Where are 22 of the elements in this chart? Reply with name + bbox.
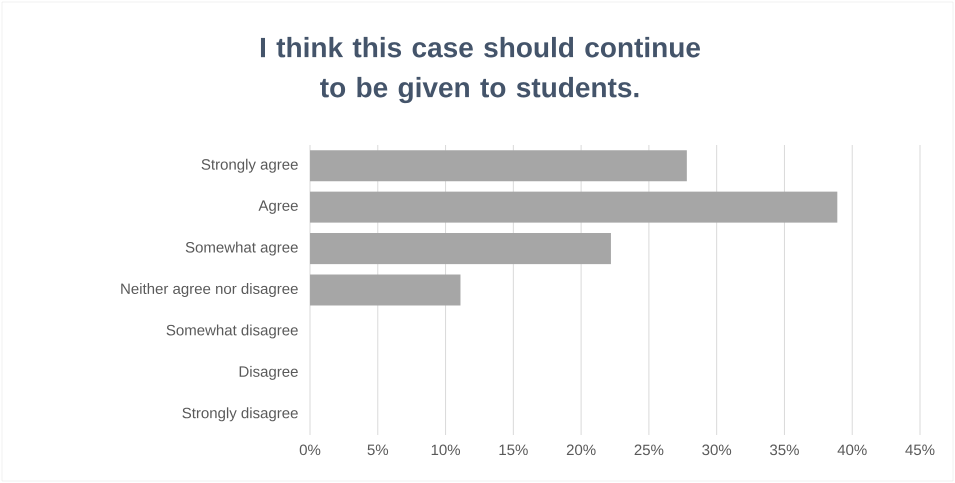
y-tick-label: Agree <box>258 200 298 214</box>
x-tick-label: 20% <box>566 444 596 456</box>
y-tick-label: Disagree <box>240 366 298 380</box>
x-tick-label: 5% <box>368 444 388 456</box>
bar <box>310 150 687 182</box>
x-tick-label: 25% <box>634 444 664 456</box>
x-tick-label: 0% <box>300 444 320 456</box>
y-tick-label: Somewhat agree <box>186 242 298 256</box>
x-tick-label: 15% <box>499 444 528 456</box>
bar <box>310 274 460 306</box>
x-tick-label: 40% <box>838 444 867 456</box>
x-tick-label: 45% <box>905 444 934 456</box>
y-tick-label: Neither agree nor disagree <box>121 283 298 297</box>
y-tick-label: Somewhat disagree <box>166 324 298 338</box>
bar <box>310 192 838 223</box>
chart-title: I think this case should continue to be given to students. <box>260 36 700 104</box>
x-tick-label: 10% <box>432 444 460 456</box>
y-tick-label: Strongly disagree <box>182 407 298 422</box>
x-tick-label: 35% <box>770 444 799 456</box>
x-tick-label: 30% <box>702 444 732 456</box>
bar <box>310 233 611 264</box>
y-tick-label: Strongly agree <box>202 158 298 173</box>
